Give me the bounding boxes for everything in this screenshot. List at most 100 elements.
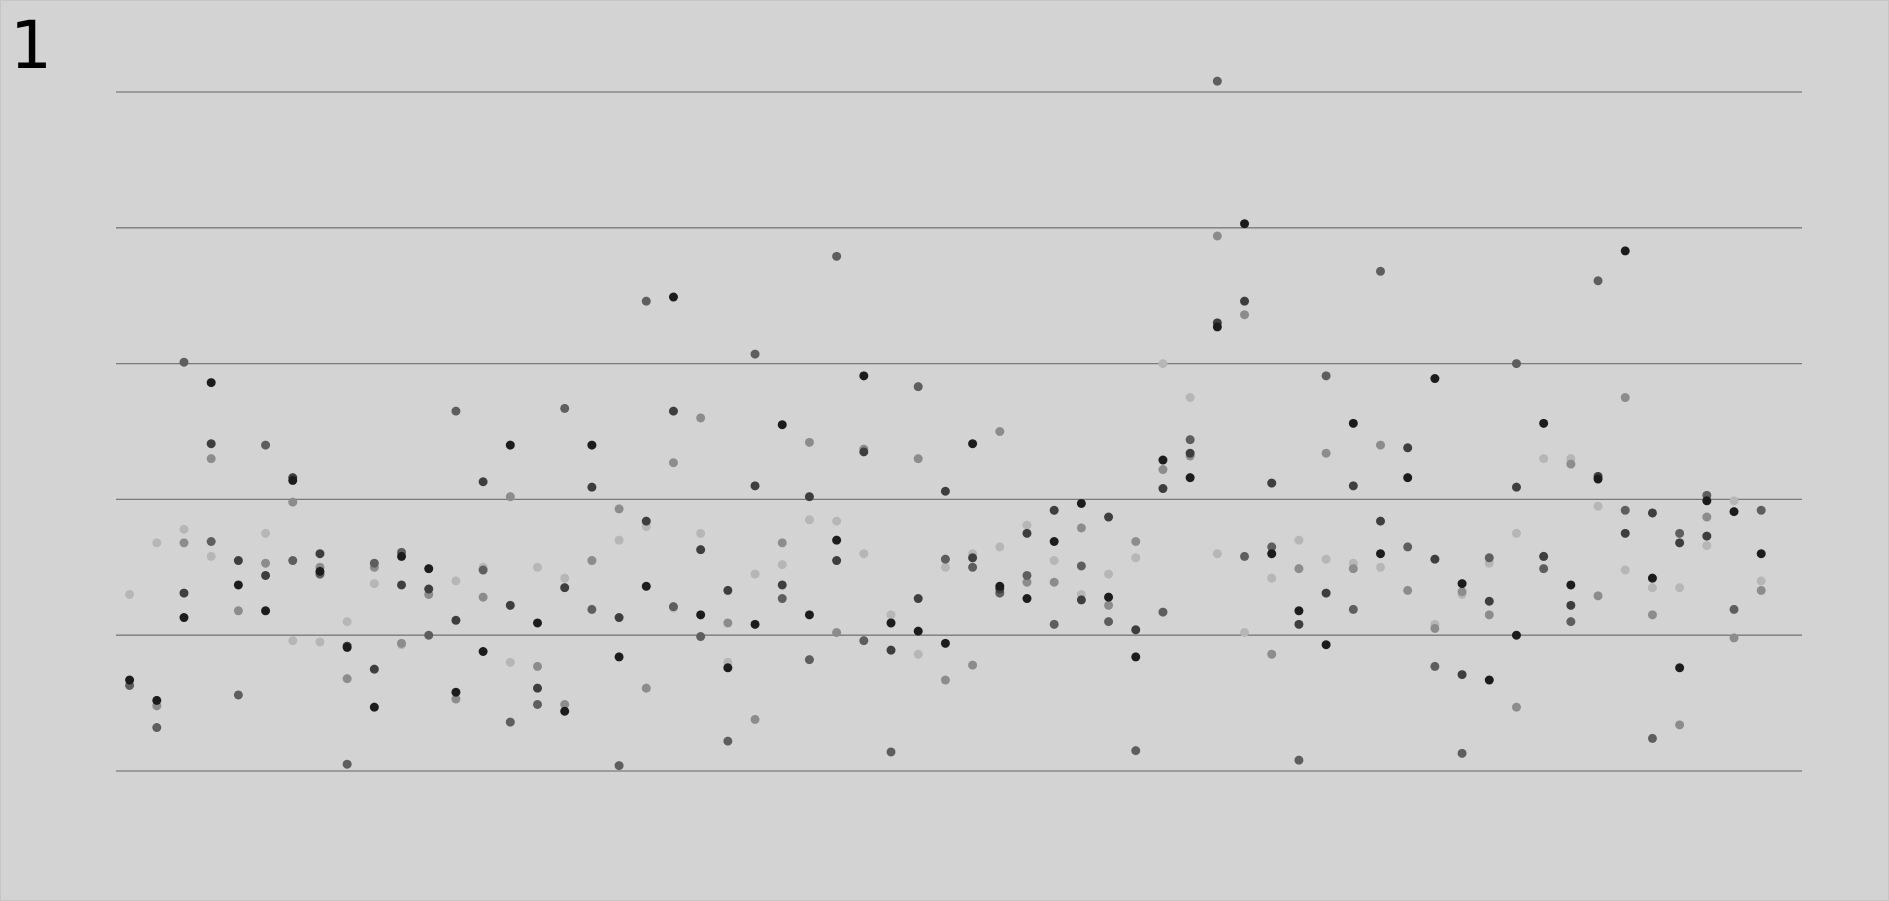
point-s1-15 bbox=[533, 562, 542, 572]
point-s2-31 bbox=[968, 660, 978, 670]
point-s1-7 bbox=[315, 637, 325, 647]
point-s3-24 bbox=[750, 349, 760, 359]
point-s3-2 bbox=[152, 723, 162, 733]
point-s5-47 bbox=[1376, 549, 1385, 559]
point-s2-16 bbox=[560, 699, 570, 709]
point-s3-54 bbox=[1566, 617, 1576, 627]
point-s3-3 bbox=[179, 357, 189, 367]
point-s5-28 bbox=[859, 371, 869, 381]
point-s4-44 bbox=[1348, 481, 1358, 491]
point-s4-21 bbox=[723, 585, 733, 595]
point-s2-24 bbox=[777, 538, 787, 548]
point-s4-35 bbox=[1104, 512, 1114, 522]
point-s1-57 bbox=[1702, 541, 1712, 551]
point-s3-43 bbox=[1267, 542, 1277, 552]
point-s2-23 bbox=[750, 714, 760, 724]
point-s2-15 bbox=[533, 661, 542, 671]
point-s5-40 bbox=[1185, 473, 1195, 483]
gridlines bbox=[116, 91, 1802, 772]
point-s3-30 bbox=[913, 382, 923, 392]
point-s5-5 bbox=[233, 580, 243, 590]
point-s5-11 bbox=[397, 551, 407, 561]
point-s4-6 bbox=[315, 549, 325, 559]
point-s4-4 bbox=[261, 570, 271, 580]
point-s4-16 bbox=[587, 482, 597, 492]
point-s2-14 bbox=[505, 492, 515, 502]
point-s5-8 bbox=[315, 566, 325, 576]
point-s1-56 bbox=[1675, 583, 1685, 593]
point-s4-47 bbox=[1430, 554, 1440, 564]
point-s5-41 bbox=[1212, 322, 1222, 332]
point-s3-31 bbox=[940, 554, 950, 564]
point-s2-22 bbox=[723, 618, 733, 628]
point-s5-22 bbox=[696, 610, 706, 620]
point-s4-49 bbox=[1484, 596, 1494, 606]
point-s5-10 bbox=[369, 702, 379, 712]
point-s3-42 bbox=[1240, 551, 1250, 561]
point-s1-28 bbox=[886, 610, 896, 620]
point-s5-51 bbox=[1484, 675, 1494, 685]
point-s5-48 bbox=[1403, 473, 1413, 483]
point-s3-28 bbox=[859, 636, 869, 646]
point-s5-27 bbox=[832, 535, 842, 545]
point-s5-49 bbox=[1430, 374, 1440, 384]
point-s4-30 bbox=[968, 553, 978, 563]
point-s2-37 bbox=[1131, 536, 1141, 546]
point-s4-37 bbox=[1158, 484, 1168, 494]
point-s1-4 bbox=[206, 551, 216, 561]
point-s5-4 bbox=[206, 378, 216, 388]
series-3 bbox=[125, 76, 1766, 771]
point-s1-41 bbox=[1240, 627, 1250, 637]
point-s1-23 bbox=[750, 569, 760, 579]
series-2 bbox=[152, 231, 1766, 730]
point-s3-27 bbox=[832, 251, 842, 261]
point-s1-14 bbox=[505, 657, 515, 667]
point-s3-50 bbox=[1457, 748, 1467, 758]
point-s5-24 bbox=[750, 619, 760, 629]
point-s5-32 bbox=[968, 439, 978, 449]
point-s3-39 bbox=[1158, 607, 1168, 617]
point-s3-25 bbox=[777, 594, 787, 604]
point-s1-9 bbox=[369, 579, 379, 589]
series-5 bbox=[125, 219, 1766, 716]
point-s1-8 bbox=[342, 617, 352, 627]
point-s1-53 bbox=[1593, 501, 1603, 511]
point-s4-2 bbox=[206, 439, 216, 449]
point-s4-46 bbox=[1403, 443, 1413, 453]
point-s3-34 bbox=[1022, 570, 1032, 580]
point-s4-19 bbox=[668, 406, 678, 416]
point-s3-41 bbox=[1212, 76, 1222, 86]
point-s5-57 bbox=[1647, 573, 1657, 583]
point-s4-36 bbox=[1131, 625, 1141, 635]
point-s5-45 bbox=[1321, 640, 1331, 650]
point-s1-37 bbox=[1131, 553, 1141, 563]
point-s4-40 bbox=[1240, 296, 1250, 306]
point-s2-40 bbox=[1212, 231, 1222, 241]
point-s5-52 bbox=[1511, 630, 1521, 640]
point-s4-51 bbox=[1539, 551, 1549, 561]
point-s4-13 bbox=[505, 600, 515, 610]
point-s5-36 bbox=[1076, 498, 1086, 508]
point-s5-34 bbox=[1022, 594, 1032, 604]
point-s5-60 bbox=[1729, 507, 1739, 517]
point-s5-17 bbox=[560, 706, 570, 716]
point-s4-18 bbox=[641, 516, 651, 526]
point-s3-9 bbox=[342, 759, 352, 769]
point-s5-33 bbox=[995, 581, 1005, 591]
point-s2-13 bbox=[478, 592, 488, 602]
point-s4-41 bbox=[1267, 478, 1277, 488]
point-s2-46 bbox=[1376, 440, 1385, 450]
point-s3-48 bbox=[1403, 542, 1413, 552]
point-s3-10 bbox=[369, 558, 379, 568]
point-s4-24 bbox=[804, 492, 814, 502]
point-s3-29 bbox=[886, 747, 896, 757]
point-s1-44 bbox=[1321, 554, 1331, 564]
point-s5-38 bbox=[1131, 652, 1141, 662]
point-s2-57 bbox=[1675, 720, 1685, 730]
panel-label: 1 bbox=[10, 7, 52, 84]
point-s2-59 bbox=[1729, 633, 1739, 643]
point-s5-2 bbox=[152, 695, 162, 705]
point-s5-39 bbox=[1158, 455, 1168, 465]
point-s2-30 bbox=[940, 675, 950, 685]
point-s3-18 bbox=[587, 604, 597, 614]
